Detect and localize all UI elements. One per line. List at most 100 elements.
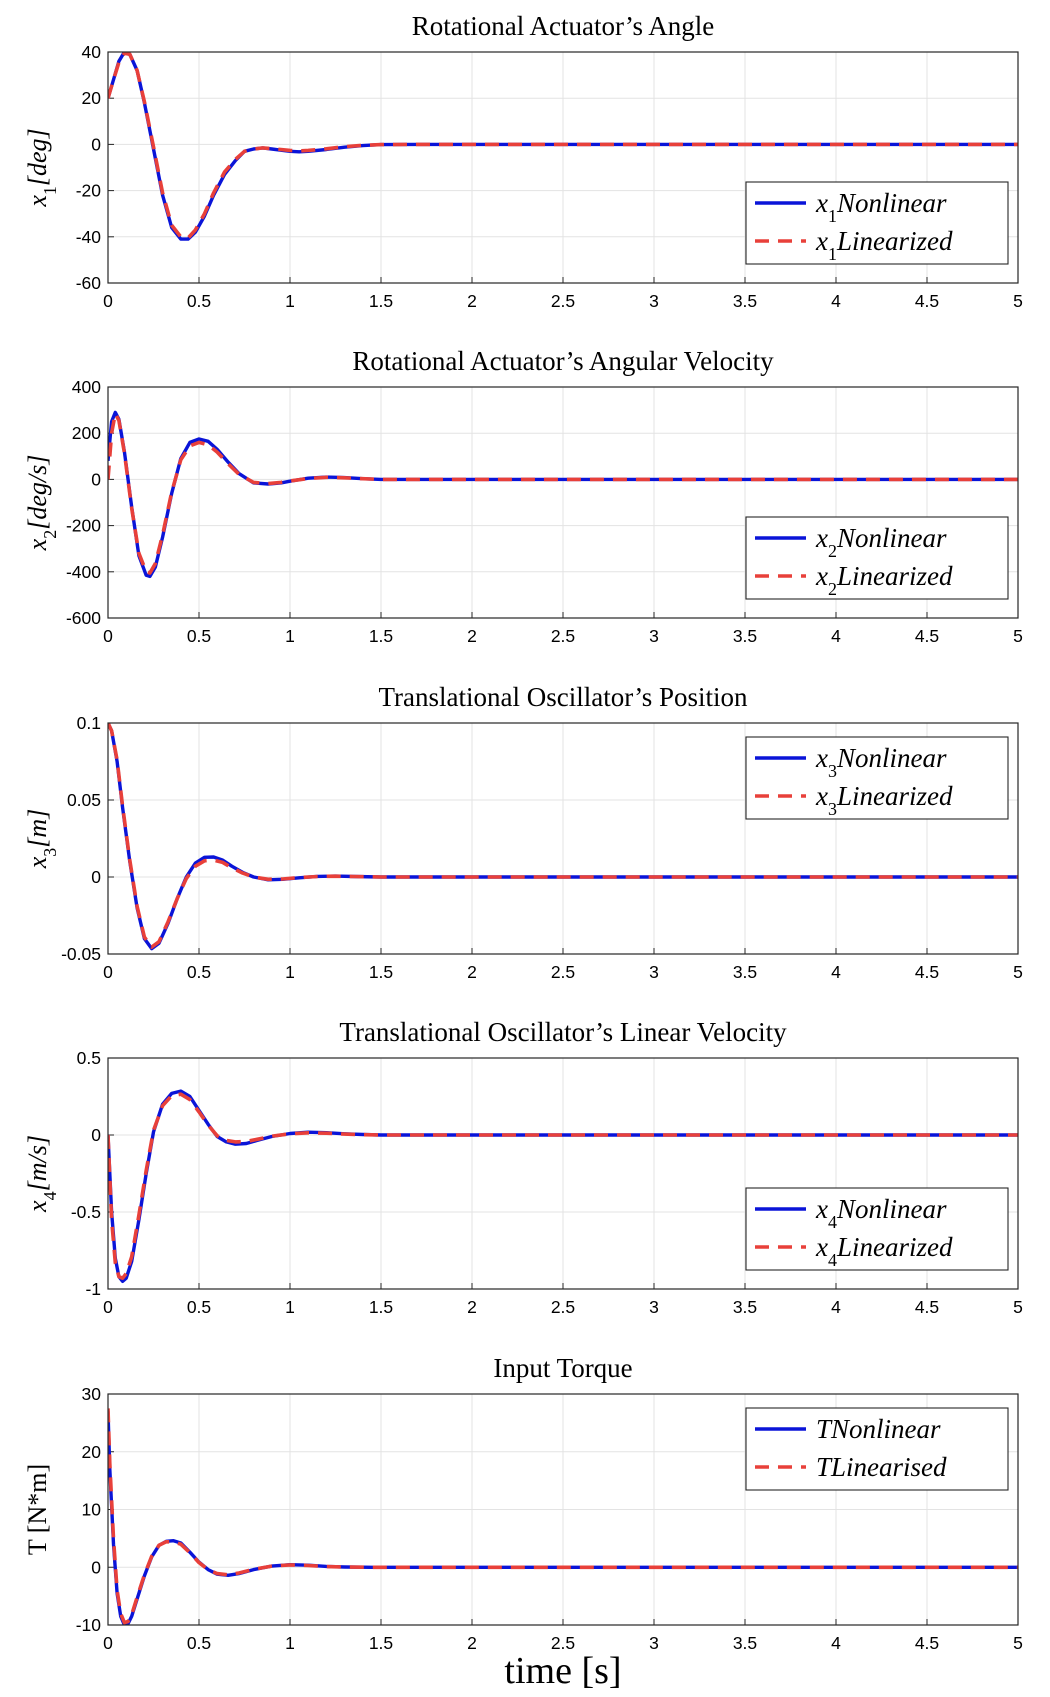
x-tick-label: 3.5 (733, 962, 757, 982)
x-tick-label: 3 (649, 626, 659, 646)
x-tick-label: 1.5 (369, 291, 393, 311)
legend-box (745, 1187, 1009, 1271)
y-tick-label: 0 (91, 867, 101, 887)
x-tick-label: 4.5 (915, 962, 939, 982)
subplot-title: Translational Oscillator’s Position (378, 682, 748, 712)
x-tick-label: 2.5 (551, 1297, 575, 1317)
x-tick-label: 1.5 (369, 1633, 393, 1653)
x-tick-label: 0 (103, 1297, 113, 1317)
x-tick-label: 1 (285, 962, 295, 982)
y-tick-label: 0 (91, 469, 101, 489)
legend-label: x3Nonlinear (815, 743, 947, 781)
x-tick-label: 3 (649, 291, 659, 311)
x-tick-label: 0 (103, 962, 113, 982)
x-tick-label: 1 (285, 626, 295, 646)
series-line-x1Linearized (108, 52, 1018, 240)
y-tick-label: 0.5 (77, 1048, 101, 1068)
y-tick-label: 0.05 (67, 790, 101, 810)
x-tick-label: 0.5 (187, 626, 211, 646)
y-tick-label: -10 (76, 1615, 102, 1635)
y-tick-label: 10 (82, 1500, 102, 1520)
subplot-1: 0 0.5 1 1.5 2 2.5 3 3.5 4 4.5 5 -60 -40 -20 0 20 40 Rotat… (23, 11, 1023, 311)
y-tick-label: 0.1 (77, 713, 101, 733)
y-tick-label: -20 (76, 181, 102, 201)
x-tick-label: 0.5 (187, 962, 211, 982)
x-tick-label: 2 (467, 962, 477, 982)
x-tick-label: 1 (285, 291, 295, 311)
y-tick-label: -1 (85, 1279, 101, 1299)
plot-frame (107, 51, 1019, 284)
series-line-x3Linearized (108, 723, 1018, 949)
plot-frame (107, 386, 1019, 619)
series-line-x2Nonlinear (108, 410, 1018, 579)
x-tick-label: 4 (831, 962, 841, 982)
x-tick-label: 2.5 (551, 1633, 575, 1653)
y-tick-label: -0.05 (61, 944, 101, 964)
y-tick-label: 0 (91, 134, 101, 154)
y-tick-label: 30 (82, 1384, 102, 1404)
legend-label: x2Linearized (815, 561, 953, 599)
x-tick-label: 3.5 (733, 1633, 757, 1653)
subplot-title: Rotational Actuator’s Angular Velocity (352, 346, 774, 376)
y-tick-label: 400 (72, 377, 101, 397)
y-tick-label: -400 (66, 562, 101, 582)
y-axis-label: x1[deg] (23, 128, 60, 207)
x-tick-label: 3 (649, 1633, 659, 1653)
subplot-title: Translational Oscillator’s Linear Veloci… (339, 1017, 787, 1047)
legend-label: x2Nonlinear (815, 523, 947, 561)
x-axis-label: time [s] (504, 1650, 621, 1692)
y-tick-label: 0 (91, 1125, 101, 1145)
subplot-title: Rotational Actuator’s Angle (412, 11, 714, 41)
legend-label: TLinearised (816, 1452, 947, 1482)
x-tick-label: 2.5 (551, 291, 575, 311)
x-tick-label: 2.5 (551, 626, 575, 646)
x-tick-label: 3.5 (733, 291, 757, 311)
y-tick-label: 200 (72, 423, 101, 443)
y-tick-label: -0.5 (71, 1202, 101, 1222)
x-tick-label: 2 (467, 291, 477, 311)
x-tick-label: 5 (1013, 1297, 1023, 1317)
x-tick-label: 1 (285, 1297, 295, 1317)
plot-frame (107, 1393, 1019, 1626)
y-tick-label: -200 (66, 516, 101, 536)
x-tick-label: 4.5 (915, 626, 939, 646)
subplot-2: 0 0.5 1 1.5 2 2.5 3 3.5 4 4.5 5 -600 -400 -200 0 200 400… (23, 346, 1023, 646)
plot-frame (107, 722, 1019, 955)
x-tick-label: 0.5 (187, 1633, 211, 1653)
x-tick-label: 2 (467, 1633, 477, 1653)
legend-box (745, 181, 1009, 265)
y-tick-label: 0 (91, 1557, 101, 1577)
x-tick-label: 0.5 (187, 1297, 211, 1317)
x-tick-label: 1.5 (369, 626, 393, 646)
subplot-4: 0 0.5 1 1.5 2 2.5 3 3.5 4 4.5 5 -1 -0.5 0 0.5 Translati… (23, 1017, 1023, 1317)
x-tick-label: 0.5 (187, 291, 211, 311)
x-tick-label: 5 (1013, 962, 1023, 982)
x-tick-label: 1.5 (369, 962, 393, 982)
y-axis-label: T [N*m] (23, 1464, 52, 1555)
x-tick-label: 1.5 (369, 1297, 393, 1317)
legend-label: x4Nonlinear (815, 1194, 947, 1232)
y-tick-label: 20 (82, 1442, 102, 1462)
subplot-3: 0 0.5 1 1.5 2 2.5 3 3.5 4 4.5 5-0.0500.050.1Transl… (23, 682, 1023, 982)
legend-label: TNonlinear (816, 1414, 941, 1444)
x-tick-label: 4 (831, 1297, 841, 1317)
legend-label: x1Linearized (815, 226, 953, 264)
x-tick-label: 3.5 (733, 626, 757, 646)
x-tick-label: 3 (649, 962, 659, 982)
x-tick-label: 4.5 (915, 1633, 939, 1653)
y-tick-label: 20 (82, 88, 102, 108)
x-tick-label: 0 (103, 291, 113, 311)
y-tick-label: -600 (66, 608, 101, 628)
y-tick-label: 40 (82, 42, 102, 62)
x-tick-label: 2.5 (551, 962, 575, 982)
legend-box (745, 736, 1009, 820)
x-tick-label: 4 (831, 291, 841, 311)
x-tick-label: 4.5 (915, 291, 939, 311)
legend: TNonlinear TLinearised (745, 1407, 1009, 1491)
x-tick-label: 2 (467, 1297, 477, 1317)
